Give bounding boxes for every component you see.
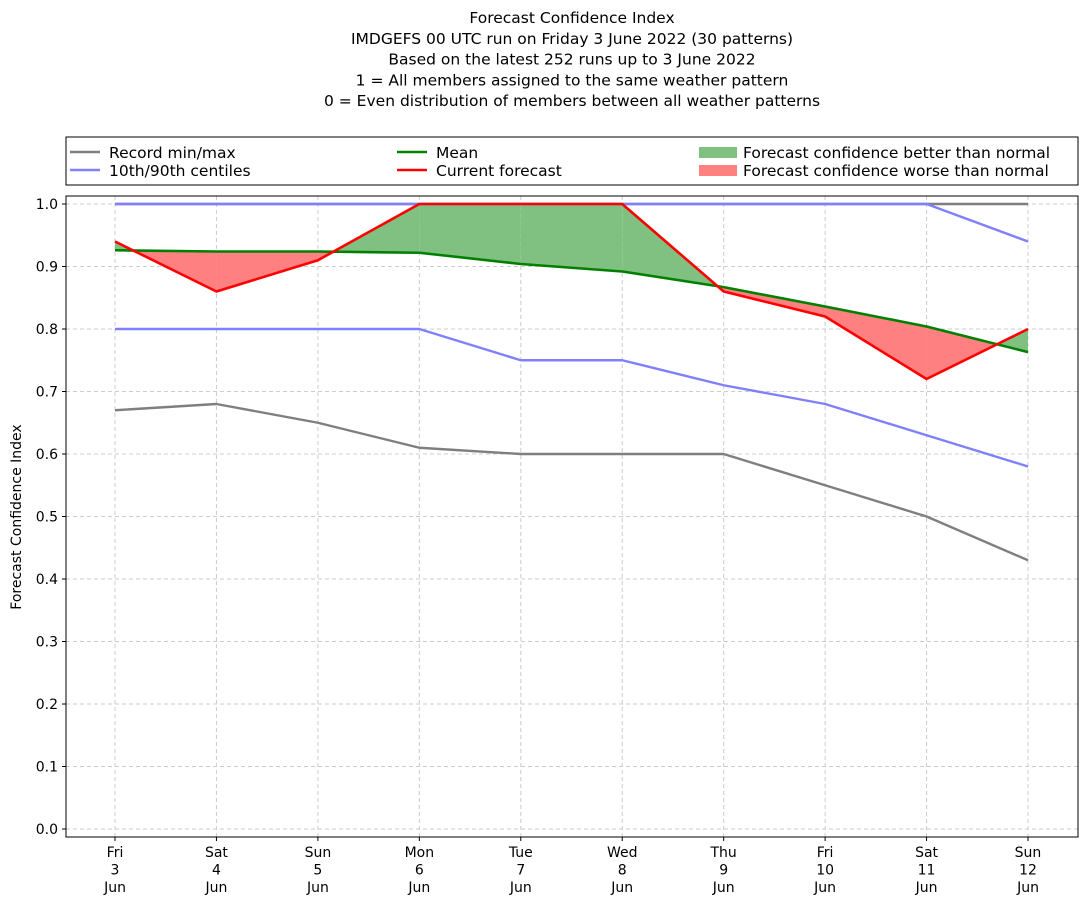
y-tick-label: 0.9	[36, 260, 58, 276]
y-axis-label: Forecast Confidence Index	[9, 424, 25, 609]
title-line: 1 = All members assigned to the same wea…	[356, 71, 789, 89]
legend-label-current: Current forecast	[436, 162, 562, 180]
y-tick-label: 0.4	[36, 572, 58, 588]
y-tick-label: 0.0	[36, 822, 58, 838]
y-tick-label: 0.7	[36, 385, 58, 401]
x-tick-label: Sat 4 Jun	[205, 845, 229, 896]
x-tick-label: Fri 3 Jun	[103, 845, 126, 896]
series-10th-centile	[115, 327, 1029, 468]
y-tick-label: 1.0	[36, 197, 58, 213]
title-line: Based on the latest 252 runs up to 3 Jun…	[388, 51, 755, 69]
x-tick-label: Wed 8 Jun	[607, 845, 638, 896]
legend-swatch-worse	[699, 165, 737, 176]
series-mean	[114, 248, 1029, 354]
legend-label-worse: Forecast confidence worse than normal	[743, 162, 1049, 180]
title-line: IMDGEFS 00 UTC run on Friday 3 June 2022…	[351, 30, 793, 48]
legend: Record min/max Mean Forecast confidence be…	[65, 136, 1079, 186]
chart-title: Forecast Confidence Index IMDGEFS 00 UTC …	[324, 9, 820, 110]
fill-worse-than-normal	[926, 326, 997, 379]
title-line: 0 = Even distribution of members between…	[324, 92, 820, 110]
y-axis: 0.0 0.1 0.2 0.3 0.4 0.5 0.6 0.7 0.8 0.9 1.0	[36, 197, 66, 838]
y-tick-label: 0.6	[36, 447, 58, 463]
series-record-min	[114, 402, 1029, 562]
legend-label-record: Record min/max	[109, 144, 236, 162]
legend-label-centiles: 10th/90th centiles	[109, 162, 251, 180]
fill-better-than-normal	[520, 204, 623, 272]
x-tick-label: Thu 9 Jun	[710, 845, 737, 896]
legend-frame	[65, 136, 1079, 186]
fill-better-than-normal	[419, 204, 521, 264]
legend-swatch-better	[699, 147, 737, 158]
series-current-forecast	[114, 202, 1029, 381]
x-tick-label: Tue 7 Jun	[508, 845, 533, 896]
x-tick-label: Sat 11 Jun	[915, 845, 939, 896]
fill-worse-than-normal	[825, 306, 927, 379]
x-tick-label: Sun 5 Jun	[305, 845, 332, 896]
y-tick-label: 0.8	[36, 322, 58, 338]
x-tick-label: Sun 12 Jun	[1015, 845, 1042, 896]
legend-label-better: Forecast confidence better than normal	[743, 144, 1050, 162]
confidence-fills	[115, 204, 1028, 379]
y-tick-label: 0.3	[36, 635, 58, 651]
y-tick-label: 0.2	[36, 697, 58, 713]
x-tick-label: Fri 10 Jun	[813, 845, 836, 896]
x-axis: Fri 3 Jun Sat 4 Jun Sun 5 Jun Mon 6 Jun Tue 7 Jun Wed 8 J…	[103, 837, 1041, 896]
fill-worse-than-normal	[216, 251, 318, 292]
fill-better-than-normal	[996, 329, 1028, 353]
title-line: Forecast Confidence Index	[469, 9, 674, 27]
series-lines	[114, 202, 1029, 562]
legend-label-mean: Mean	[436, 144, 478, 162]
y-tick-label: 0.1	[36, 760, 58, 776]
y-tick-label: 0.5	[36, 510, 58, 526]
x-tick-label: Mon 6 Jun	[405, 845, 435, 896]
